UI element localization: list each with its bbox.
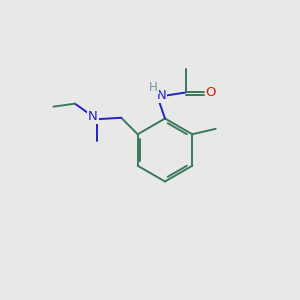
Text: N: N bbox=[88, 110, 98, 123]
Text: H: H bbox=[149, 81, 158, 94]
Text: N: N bbox=[157, 89, 166, 102]
Text: O: O bbox=[206, 86, 216, 99]
